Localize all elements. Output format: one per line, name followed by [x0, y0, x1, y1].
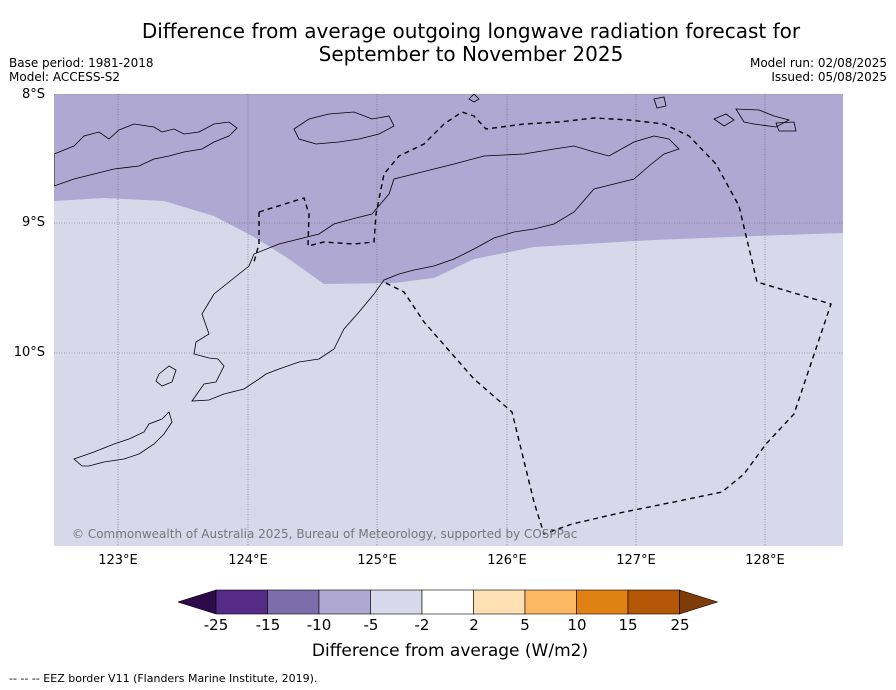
lon-label-128e: 128°E — [745, 553, 785, 568]
colorbar-extend-high — [679, 589, 719, 615]
cb-tick-3: -5 — [363, 616, 379, 634]
colorbar — [178, 589, 719, 615]
cb-tick-0: -25 — [203, 616, 229, 634]
anomaly-field-dark — [54, 94, 843, 284]
cb-tick-1: -15 — [255, 616, 281, 634]
meta-right: Model run: 02/08/2025 Issued: 05/08/2025 — [750, 56, 887, 84]
cb-tick-9: 25 — [670, 616, 690, 634]
meta-left: Base period: 1981-2018 Model: ACCESS-S2 — [9, 56, 154, 84]
lat-label-10s: 10°S — [13, 345, 45, 360]
cb-tick-2: -10 — [306, 616, 332, 634]
lon-label-127e: 127°E — [616, 553, 656, 568]
colorbar-segment — [318, 589, 371, 615]
colorbar-segment — [421, 589, 474, 615]
gridlines — [54, 94, 843, 546]
colorbar-segment — [627, 589, 680, 615]
colorbar-extend-low — [178, 589, 217, 615]
eez-border-west — [253, 212, 260, 263]
eez-footnote: -- -- -- EEZ border V11 (Flanders Marine… — [9, 672, 318, 685]
map-title: Difference from average outgoing longwav… — [96, 20, 846, 66]
map-panel — [54, 94, 843, 546]
title-line-1: Difference from average outgoing longwav… — [141, 19, 801, 43]
colorbar-segment — [215, 589, 268, 615]
cb-tick-4: -2 — [414, 616, 430, 634]
colorbar-segment — [473, 589, 526, 615]
copyright-notice: © Commonwealth of Australia 2025, Bureau… — [72, 527, 578, 541]
map-svg — [54, 94, 843, 546]
colorbar-segment — [370, 589, 423, 615]
lon-label-126e: 126°E — [487, 553, 527, 568]
eez-border — [258, 111, 832, 535]
cb-tick-5: 2 — [469, 616, 479, 634]
coastlines — [54, 94, 797, 467]
lat-label-9s: 9°S — [21, 215, 45, 230]
lon-label-123e: 123°E — [98, 553, 138, 568]
cb-tick-7: 10 — [567, 616, 587, 634]
colorbar-segment — [576, 589, 629, 615]
base-period: Base period: 1981-2018 — [9, 56, 154, 70]
cb-tick-6: 5 — [520, 616, 530, 634]
lat-label-8s: 8°S — [21, 87, 45, 102]
colorbar-segment — [267, 589, 320, 615]
title-line-2: September to November 2025 — [318, 42, 624, 66]
lon-label-124e: 124°E — [228, 553, 268, 568]
lon-label-125e: 125°E — [357, 553, 397, 568]
colorbar-segment — [524, 589, 577, 615]
colorbar-title: Difference from average (W/m2) — [311, 641, 589, 661]
cb-tick-8: 15 — [618, 616, 638, 634]
issued-date: Issued: 05/08/2025 — [771, 70, 887, 84]
model-name: Model: ACCESS-S2 — [9, 70, 121, 84]
model-run: Model run: 02/08/2025 — [749, 56, 887, 70]
